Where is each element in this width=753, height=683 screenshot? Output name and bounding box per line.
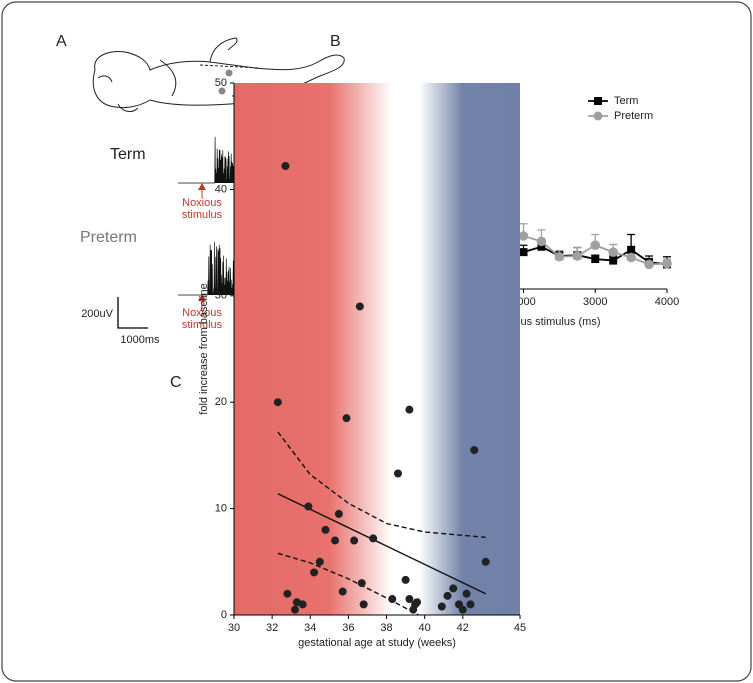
stimulus-label: stimulus <box>182 209 223 221</box>
ci-upper <box>277 431 486 539</box>
legend-label: Preterm <box>614 110 653 122</box>
y-axis-label: fold increase from baseline <box>198 283 210 414</box>
point <box>449 584 458 593</box>
stimulus-label: Noxious <box>182 307 222 319</box>
marker <box>608 247 618 257</box>
fit-line <box>277 493 486 595</box>
x-tick-label: 42 <box>457 622 469 634</box>
point <box>355 302 364 311</box>
point <box>443 591 452 600</box>
point <box>413 598 422 607</box>
marker <box>572 251 583 261</box>
panel-label: C <box>170 374 182 391</box>
marker <box>519 248 528 257</box>
y-tick-label: 0 <box>221 609 227 621</box>
point <box>405 595 414 604</box>
x-tick-label: 40 <box>419 622 431 634</box>
point <box>462 589 471 598</box>
point <box>393 469 402 478</box>
point <box>273 398 282 407</box>
point <box>357 579 366 588</box>
point <box>338 587 347 596</box>
marker <box>609 256 618 265</box>
background <box>234 83 520 615</box>
point <box>315 557 324 566</box>
legend-marker <box>594 97 602 105</box>
point <box>321 525 330 534</box>
panel-label: B <box>330 33 341 50</box>
x-tick-label: 4000 <box>655 296 679 308</box>
y-tick-label: 30 <box>215 290 227 302</box>
legend-marker <box>593 111 603 121</box>
marker <box>591 255 600 264</box>
point <box>481 557 490 566</box>
electrode <box>218 87 226 95</box>
marker <box>537 242 546 251</box>
electrode <box>225 69 233 77</box>
point <box>350 536 359 545</box>
point <box>334 509 343 518</box>
x-tick-label: 36 <box>342 622 354 634</box>
point <box>470 446 479 455</box>
marker <box>644 259 654 270</box>
point <box>283 589 292 598</box>
x-axis-label: gestational age at study (weeks) <box>298 637 456 649</box>
ci-lower <box>277 552 421 615</box>
point <box>298 600 307 609</box>
legend-label: Term <box>614 95 638 107</box>
x-tick-label: 34 <box>304 622 316 634</box>
marker <box>518 231 529 241</box>
marker <box>627 245 636 254</box>
stimulus-label: Noxious <box>182 197 222 209</box>
y-tick-label: 20 <box>215 396 227 408</box>
preterm-label: Preterm <box>80 229 137 246</box>
point <box>388 595 397 604</box>
stimulus-arrows <box>198 183 206 308</box>
x-tick-label: 30 <box>228 622 240 634</box>
term-label: Term <box>110 146 146 163</box>
point <box>359 600 368 609</box>
x-tick-label: 45 <box>514 622 526 634</box>
y-tick-label: 50 <box>215 77 227 89</box>
marker <box>626 252 636 263</box>
scale-label: 1000ms <box>120 334 160 346</box>
point <box>466 600 475 609</box>
point <box>281 161 290 170</box>
marker <box>662 258 672 269</box>
marker <box>590 240 601 251</box>
point <box>331 536 340 545</box>
point <box>304 502 313 511</box>
panel-label: A <box>56 33 67 50</box>
marker <box>536 236 547 247</box>
point <box>291 605 300 614</box>
scale-bar <box>117 297 148 329</box>
x-tick-label: 38 <box>380 622 392 634</box>
stimulus-label: stimulus <box>182 319 223 331</box>
x-tick-label: 32 <box>266 622 278 634</box>
y-tick-label: 10 <box>215 503 227 515</box>
point <box>405 405 414 414</box>
point <box>310 568 319 577</box>
scale-label: 200uV <box>81 308 113 320</box>
point <box>437 602 446 611</box>
y-tick-label: 40 <box>215 183 227 195</box>
point <box>458 605 467 614</box>
x-tick-label: 3000 <box>583 296 607 308</box>
point <box>401 575 410 584</box>
point <box>342 414 351 423</box>
marker <box>554 251 565 262</box>
point <box>369 534 378 543</box>
